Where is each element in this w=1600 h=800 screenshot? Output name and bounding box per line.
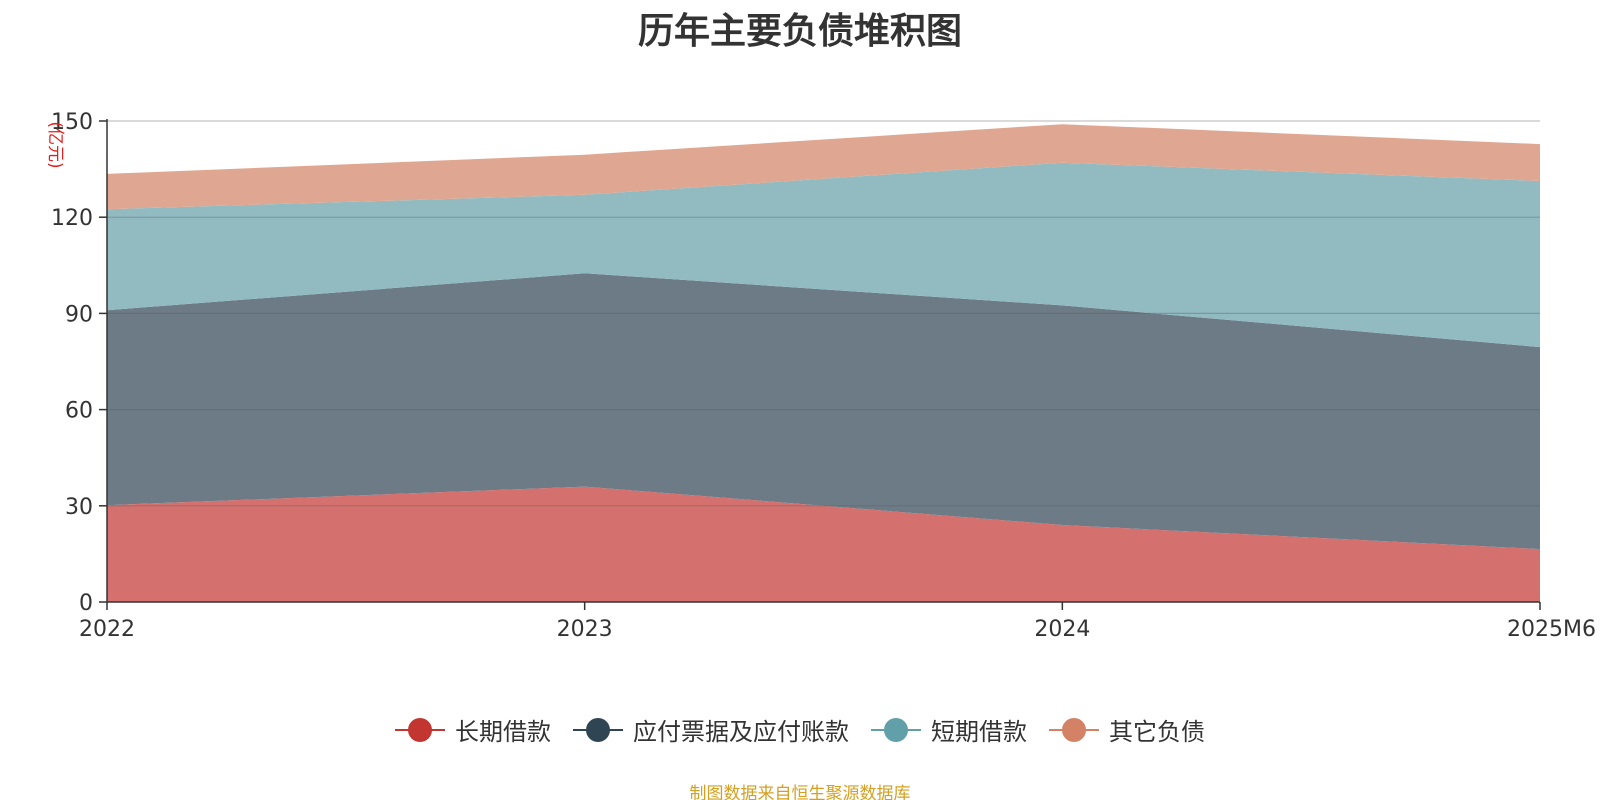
legend-marker-icon — [395, 717, 445, 742]
legend-item-1[interactable]: 长期借款 — [395, 712, 551, 747]
legend-marker-icon — [1049, 717, 1099, 742]
x-tick-label: 2022 — [79, 617, 135, 642]
x-tick-label: 2023 — [557, 617, 613, 642]
legend-marker-icon — [573, 717, 623, 742]
legend-item-4[interactable]: 其它负债 — [1049, 712, 1205, 747]
x-tick-label: 2024 — [1034, 617, 1090, 642]
legend-item-3[interactable]: 短期借款 — [871, 712, 1027, 747]
y-tick-label: 0 — [79, 591, 93, 616]
y-tick-label: 120 — [51, 206, 93, 231]
y-tick-label: 60 — [65, 399, 93, 424]
area-series-1[interactable] — [107, 486, 1540, 602]
y-tick-label: 150 — [51, 110, 93, 135]
area-series-4[interactable] — [107, 124, 1540, 210]
legend-label: 应付票据及应付账款 — [633, 718, 849, 746]
legend-label: 其它负债 — [1109, 718, 1205, 746]
y-tick-label: 90 — [65, 302, 93, 327]
x-tick-label: 2025M6 — [1507, 617, 1596, 642]
source-note: 制图数据来自恒生聚源数据库 — [689, 784, 911, 800]
area-series — [107, 124, 1540, 602]
legend-label: 短期借款 — [931, 718, 1027, 746]
axes: 0 30 60 90 120 150 2022 2023 2024 2025M6 — [51, 110, 1596, 642]
area-series-2[interactable] — [107, 273, 1540, 550]
legend-item-2[interactable]: 应付票据及应付账款 — [573, 712, 849, 747]
area-series-3[interactable] — [107, 162, 1540, 348]
chart-title: 历年主要负债堆积图 — [637, 11, 962, 52]
y-unit-label: (亿元) — [45, 121, 65, 168]
grid-lines — [107, 120, 1540, 507]
y-tick-label: 30 — [65, 495, 93, 520]
chart-legend: 长期借款 应付票据及应付账款 短期借款 其它负债 — [0, 712, 1600, 747]
chart-plot: 0 30 60 90 120 150 2022 2023 2024 2025M6 (亿元) — [45, 110, 1596, 642]
legend-marker-icon — [871, 717, 921, 742]
legend-label: 长期借款 — [455, 718, 551, 746]
